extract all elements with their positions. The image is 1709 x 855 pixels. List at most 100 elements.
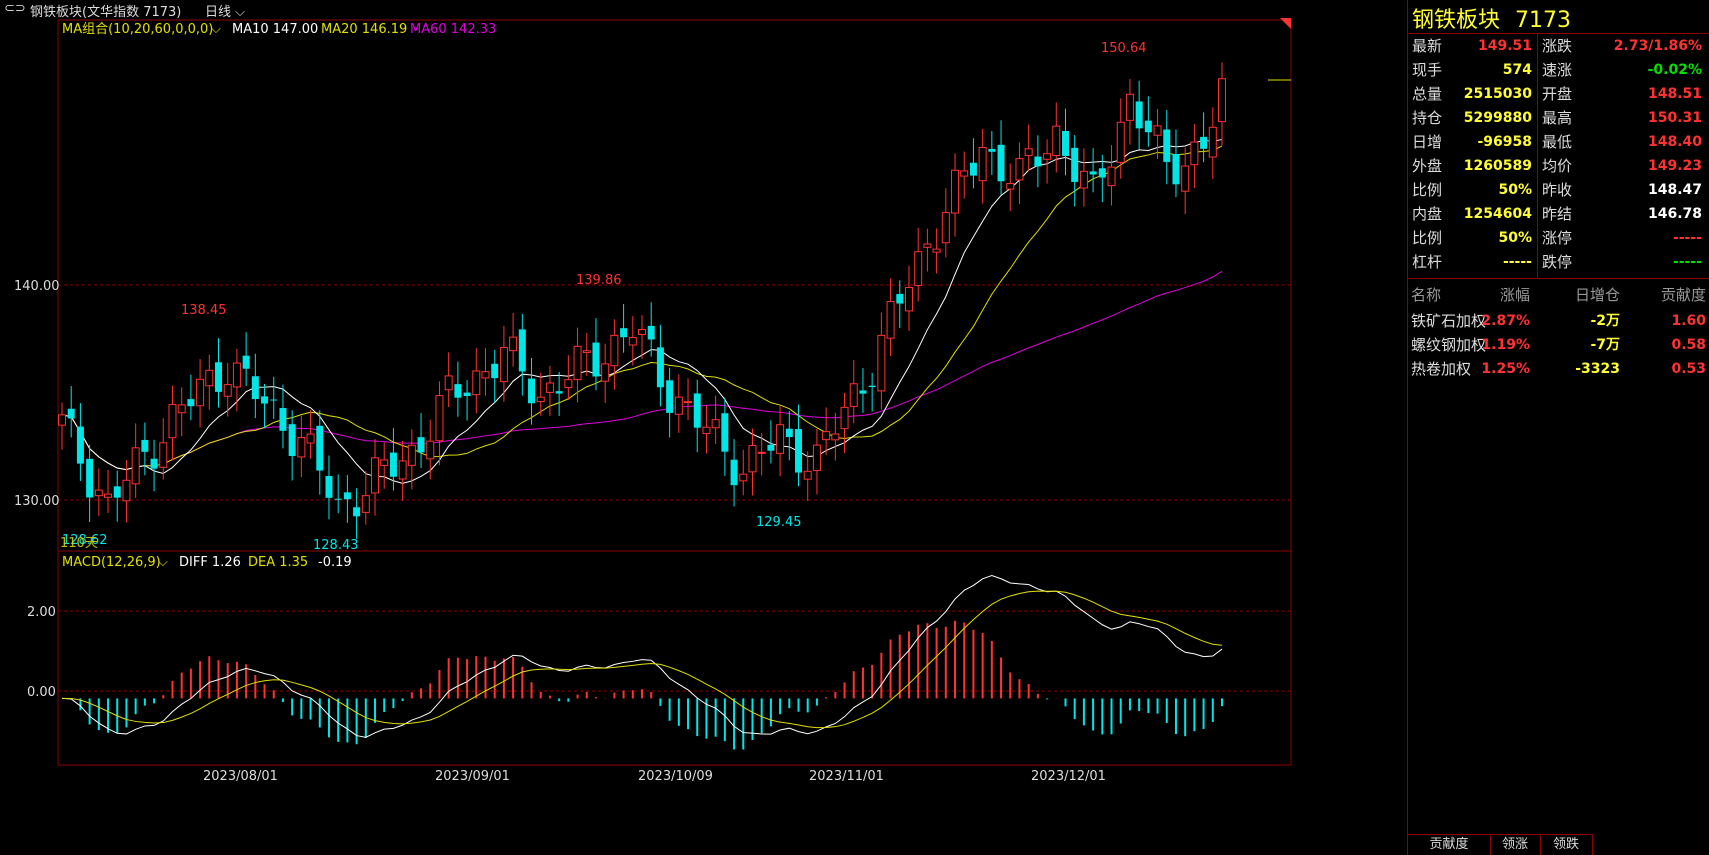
candle-body[interactable] [499,346,508,383]
candle-body[interactable] [674,396,683,415]
candle-body[interactable] [545,382,554,393]
candle-body[interactable] [564,379,573,388]
candle-body[interactable] [536,396,545,402]
candle-body[interactable] [242,355,250,369]
candle-body[interactable] [1015,158,1024,181]
candle-body[interactable] [1172,154,1180,185]
candle-body[interactable] [177,404,186,414]
candle-body[interactable] [1125,93,1134,121]
candle-body[interactable] [702,426,711,434]
candle-body[interactable] [932,248,941,253]
candle-body[interactable] [334,498,342,500]
candle-body[interactable] [426,440,435,460]
candle-body[interactable] [582,350,591,353]
candle-body[interactable] [840,406,849,430]
kline-chart[interactable]: 140.00 130.00 2.00 0.00 2023/08/01 2023/… [0,0,1405,855]
candle-body[interactable] [1061,130,1069,156]
candle-body[interactable] [454,384,462,398]
candle-body[interactable] [306,433,315,444]
candle-body[interactable] [978,147,987,182]
candle-body[interactable] [417,437,425,453]
period-selector[interactable]: 日线 ⌵ [205,1,245,20]
candle-body[interactable] [647,325,655,340]
candle-body[interactable] [122,479,131,502]
candle-body[interactable] [353,507,361,517]
candle-body[interactable] [573,345,582,381]
candle-body[interactable] [528,378,536,404]
candle-body[interactable] [205,369,214,387]
candle-body[interactable] [491,363,499,379]
candle-body[interactable] [1144,120,1152,133]
candle-body[interactable] [1208,126,1217,158]
candle-body[interactable] [656,347,664,388]
candle-body[interactable] [141,439,149,452]
candle-body[interactable] [270,399,278,401]
candle-body[interactable] [67,408,75,419]
candle-body[interactable] [684,401,693,404]
candle-body[interactable] [279,407,287,431]
candle-body[interactable] [380,459,389,466]
candle-body[interactable] [628,337,637,346]
candle-body[interactable] [822,431,831,441]
candle-body[interactable] [509,336,518,352]
candle-body[interactable] [1163,129,1171,162]
candle-body[interactable] [859,390,867,394]
contrib-col-oi[interactable]: 日增仓 [1574,286,1620,304]
candle-body[interactable] [601,363,610,382]
candle-body[interactable] [969,162,977,176]
candle-body[interactable] [361,495,370,513]
candle-body[interactable] [150,458,158,469]
candle-body[interactable] [693,393,701,428]
chevron-down-icon[interactable]: ⌵ [158,555,168,570]
candle-body[interactable] [877,334,886,392]
candle-body[interactable] [803,470,812,480]
candle-body[interactable] [58,414,66,426]
candle-body[interactable] [896,293,904,304]
candle-body[interactable] [435,395,444,442]
candle-body[interactable] [711,419,720,429]
candle-body[interactable] [1079,170,1088,189]
candle-body[interactable] [739,473,748,482]
ma-legend-name[interactable]: MA组合(10,20,60,0,0,0) [62,22,213,37]
candle-body[interactable] [223,384,232,397]
candle-body[interactable] [297,437,306,458]
candle-body[interactable] [518,329,526,372]
candle-body[interactable] [1024,148,1033,156]
candle-body[interactable] [812,444,821,471]
candle-body[interactable] [187,399,195,407]
candle-body[interactable] [1006,182,1015,190]
chevron-down-icon[interactable]: ⌵ [211,22,221,37]
candle-body[interactable] [1034,156,1042,167]
candle-body[interactable] [215,362,223,392]
candle-body[interactable] [951,169,960,214]
candle-body[interactable] [232,362,241,388]
candle-body[interactable] [261,396,269,404]
contrib-col-name[interactable]: 名称 [1411,286,1442,304]
candle-body[interactable] [398,460,407,480]
contrib-col-contrib[interactable]: 贡献度 [1660,286,1706,304]
candle-body[interactable] [620,328,628,338]
candle-body[interactable] [730,459,738,486]
tab-leaders-down[interactable]: 领跌 [1540,834,1593,855]
candle-body[interactable] [904,287,913,312]
candle-body[interactable] [159,442,168,468]
candle-body[interactable] [721,413,729,452]
candle-body[interactable] [86,458,94,498]
candle-body[interactable] [555,391,563,394]
candle-body[interactable] [481,371,490,379]
candle-body[interactable] [1135,101,1143,129]
candle-body[interactable] [325,475,333,498]
candle-body[interactable] [1190,141,1199,166]
candle-body[interactable] [666,380,674,413]
candle-body[interactable] [610,334,619,367]
candle-body[interactable] [592,342,600,377]
candle-body[interactable] [463,392,471,397]
tab-contribution[interactable]: 贡献度 [1408,834,1491,855]
candle-body[interactable] [1043,153,1052,160]
candle-body[interactable] [776,424,785,454]
candle-body[interactable] [1181,165,1190,192]
candle-body[interactable] [407,444,416,466]
candle-body[interactable] [941,212,950,244]
candle-body[interactable] [849,383,858,407]
contrib-row[interactable]: 螺纹钢加权 1.19% -7万 0.58 [1408,332,1709,358]
